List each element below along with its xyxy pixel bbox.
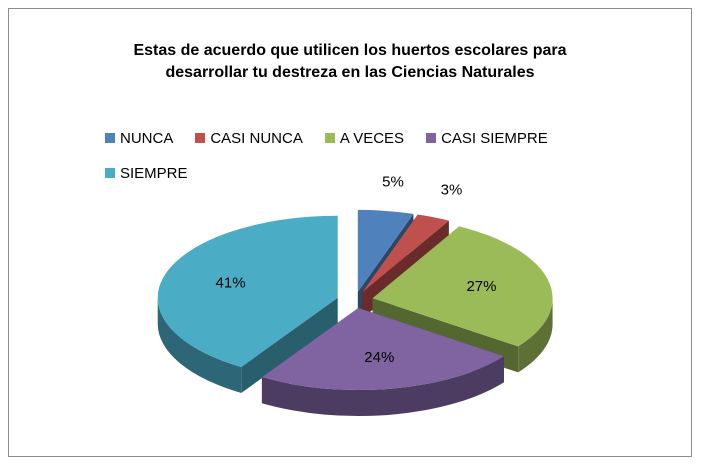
- slice-top: [261, 308, 504, 391]
- legend-swatch: [105, 133, 115, 143]
- slice-wall: [518, 298, 553, 373]
- legend-item: SIEMPRE: [105, 163, 188, 183]
- legend-swatch: [426, 133, 437, 143]
- data-label: 5%: [382, 174, 404, 191]
- chart-border: [8, 8, 692, 457]
- legend-item: NUNCA: [105, 128, 173, 148]
- slice-top: [357, 209, 414, 292]
- legend-item: A VECES: [324, 128, 405, 148]
- legend: NUNCA CASI NUNCA A VECES CASI SIEMPRE SIEMPR…: [105, 128, 585, 183]
- pie-slice: [157, 215, 338, 393]
- slice-top: [157, 215, 338, 367]
- legend-label: CASI SIEMPRE: [441, 129, 548, 147]
- data-label: 3%: [441, 181, 463, 198]
- slice-top: [362, 214, 449, 293]
- legend-label: NUNCA: [120, 129, 174, 147]
- legend-label: SIEMPRE: [120, 164, 188, 182]
- legend-swatch: [105, 168, 115, 178]
- legend-item: CASI SIEMPRE: [426, 128, 548, 148]
- data-label: 41%: [216, 274, 246, 291]
- slice-side: [241, 297, 338, 393]
- slice-wall: [157, 297, 242, 393]
- chart-title: Estas de acuerdo que utilicen los huerto…: [133, 42, 567, 81]
- data-label: 24%: [364, 349, 394, 366]
- slice-wall: [261, 356, 504, 417]
- legend-swatch: [324, 133, 335, 143]
- pie-slice: [261, 308, 504, 417]
- slice-top: [372, 226, 553, 347]
- legend-item: CASI NUNCA: [195, 128, 303, 148]
- data-label: 27%: [466, 278, 496, 295]
- legend-swatch: [195, 133, 206, 143]
- legend-label: A VECES: [339, 129, 405, 147]
- legend-label: CASI NUNCA: [210, 129, 303, 147]
